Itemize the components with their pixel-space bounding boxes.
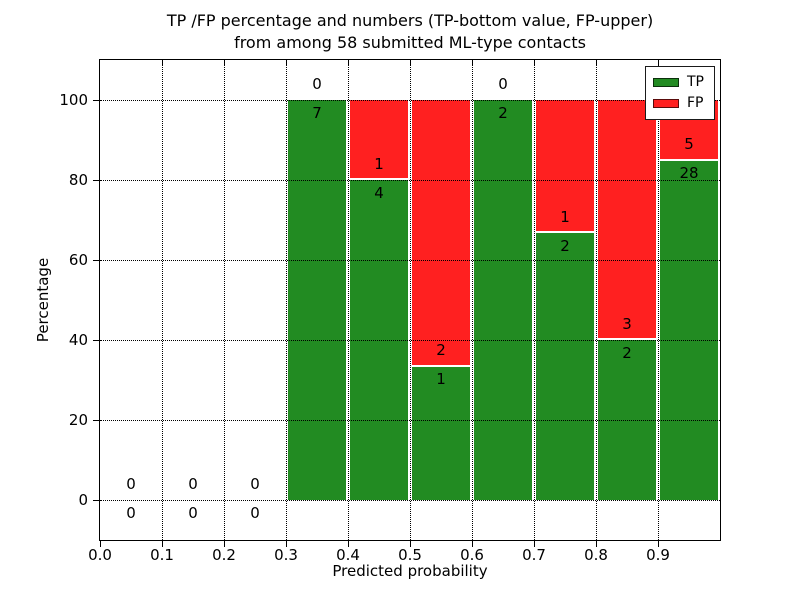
top-tick-mark: [472, 60, 473, 66]
x-tick-label: 0.2: [212, 546, 236, 564]
top-tick-mark: [162, 60, 163, 66]
gridline-vertical: [162, 60, 163, 540]
fp-count-label: 0: [312, 74, 322, 93]
chart-title-line2: from among 58 submitted ML-type contacts: [234, 33, 586, 52]
x-tick-mark: [658, 540, 659, 547]
x-tick-label: 0.4: [336, 546, 360, 564]
gridline-vertical: [410, 60, 411, 540]
bar-segment-tp: [535, 233, 595, 500]
x-tick-label: 0.8: [584, 546, 608, 564]
x-tick-label: 0.9: [646, 546, 670, 564]
legend: TP FP: [645, 66, 715, 120]
x-tick-mark: [410, 540, 411, 547]
plot-area: TP FP 0 0 0 0 0 0 0 7 1 4 2 1 0 2 1 2 3 2 5 28: [99, 59, 721, 541]
tp-count-label: 7: [312, 103, 322, 122]
y-tick-label: 40: [68, 331, 88, 349]
gridline-vertical: [596, 60, 597, 540]
top-tick-mark: [658, 60, 659, 66]
top-tick-mark: [286, 60, 287, 66]
x-tick-mark: [534, 540, 535, 547]
x-tick-mark: [348, 540, 349, 547]
y-tick-mark: [93, 260, 100, 261]
tp-count-label: 4: [374, 183, 384, 202]
y-tick-mark: [93, 340, 100, 341]
y-tick-label: 20: [68, 411, 88, 429]
top-tick-mark: [596, 60, 597, 66]
y-tick-mark: [93, 180, 100, 181]
gridline-horizontal: [100, 420, 720, 421]
gridline-vertical: [286, 60, 287, 540]
y-axis-label: Percentage: [34, 257, 52, 343]
fp-count-label: 0: [126, 474, 136, 493]
x-tick-mark: [100, 540, 101, 547]
tp-count-label: 2: [498, 103, 508, 122]
bar-segment-fp: [597, 100, 657, 340]
top-tick-mark: [224, 60, 225, 66]
x-tick-mark: [596, 540, 597, 547]
x-tick-label: 0.6: [460, 546, 484, 564]
gridline-horizontal: [100, 180, 720, 181]
tp-count-label: 0: [188, 503, 198, 522]
fp-count-label: 1: [374, 154, 384, 173]
top-tick-mark: [348, 60, 349, 66]
gridline-horizontal: [100, 100, 720, 101]
bar-segment-fp: [411, 100, 471, 367]
fp-count-label: 1: [560, 207, 570, 226]
gridline-vertical: [224, 60, 225, 540]
y-tick-label: 100: [59, 91, 88, 109]
y-tick-mark: [93, 500, 100, 501]
gridline-vertical: [472, 60, 473, 540]
fp-count-label: 0: [250, 474, 260, 493]
legend-swatch-fp-icon: [653, 99, 679, 108]
bar-segment-tp: [659, 160, 719, 500]
gridline-horizontal: [100, 340, 720, 341]
chart-title: TP /FP percentage and numbers (TP-bottom…: [100, 10, 720, 54]
x-tick-mark: [472, 540, 473, 547]
bar-segment-fp: [535, 100, 595, 234]
gridline-vertical: [534, 60, 535, 540]
chart-title-line1: TP /FP percentage and numbers (TP-bottom…: [166, 11, 654, 30]
top-tick-mark: [534, 60, 535, 66]
y-tick-label: 80: [68, 171, 88, 189]
x-tick-label: 0.0: [88, 546, 112, 564]
legend-entry-fp: FP: [653, 93, 707, 114]
tp-count-label: 2: [560, 236, 570, 255]
bar-segment-tp: [411, 366, 471, 500]
gridline-horizontal: [100, 260, 720, 261]
tp-count-label: 2: [622, 343, 632, 362]
legend-swatch-tp-icon: [653, 78, 679, 87]
x-tick-label: 0.7: [522, 546, 546, 564]
x-tick-mark: [162, 540, 163, 547]
tp-count-label: 28: [679, 164, 699, 183]
gridline-vertical: [658, 60, 659, 540]
bar-segment-tp: [473, 100, 533, 500]
x-tick-label: 0.5: [398, 546, 422, 564]
y-tick-mark: [93, 420, 100, 421]
top-tick-mark: [410, 60, 411, 66]
fp-count-label: 2: [436, 341, 446, 360]
bar-segment-fp: [349, 100, 409, 180]
x-tick-mark: [286, 540, 287, 547]
x-axis-label: Predicted probability: [332, 562, 488, 580]
legend-entry-tp: TP: [653, 72, 707, 93]
x-tick-label: 0.3: [274, 546, 298, 564]
fp-count-label: 0: [498, 74, 508, 93]
tp-count-label: 1: [436, 370, 446, 389]
x-tick-label: 0.1: [150, 546, 174, 564]
x-tick-mark: [224, 540, 225, 547]
gridline-vertical: [348, 60, 349, 540]
fp-count-label: 0: [188, 474, 198, 493]
tp-count-label: 0: [126, 503, 136, 522]
y-tick-mark: [93, 100, 100, 101]
gridline-horizontal: [100, 500, 720, 501]
fp-count-label: 3: [622, 314, 632, 333]
tp-count-label: 0: [250, 503, 260, 522]
legend-label: TP: [687, 74, 704, 90]
y-tick-label: 60: [68, 251, 88, 269]
bar-segment-tp: [287, 100, 347, 500]
y-tick-label: 0: [78, 491, 88, 509]
legend-label: FP: [687, 95, 704, 111]
fp-count-label: 5: [684, 135, 694, 154]
